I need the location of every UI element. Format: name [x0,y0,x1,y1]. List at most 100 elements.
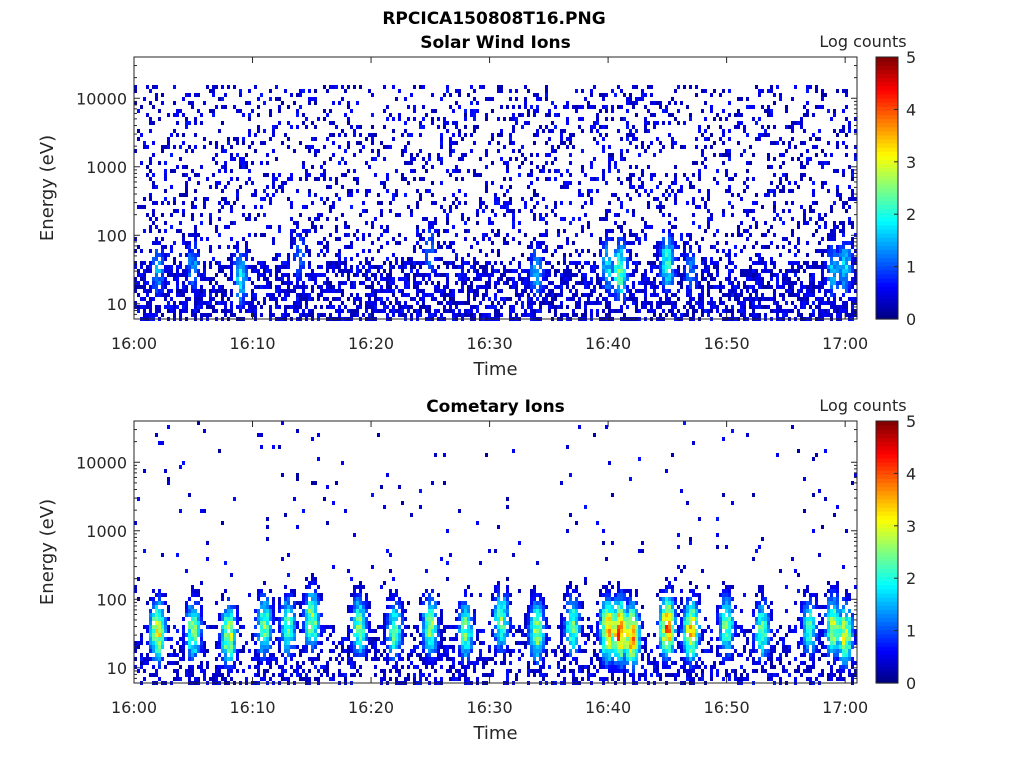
heatmap-cell [170,297,173,301]
heatmap-cell [197,629,200,633]
heatmap-cell [395,285,398,289]
heatmap-cell [665,109,668,113]
heatmap-cell [497,89,500,93]
heatmap-cell [689,85,692,89]
heatmap-cell [800,125,803,129]
heatmap-cell [644,305,647,309]
heatmap-cell [143,657,146,661]
heatmap-cell [527,257,530,261]
heatmap-cell [467,229,470,233]
heatmap-cell [617,197,620,201]
heatmap-cell [827,253,830,257]
heatmap-cell [593,253,596,257]
heatmap-cell [416,233,419,237]
heatmap-cell [173,277,176,281]
heatmap-cell [533,281,536,285]
heatmap-cell [539,293,542,297]
heatmap-cell [788,261,791,265]
heatmap-cell [374,157,377,161]
heatmap-cell [815,221,818,225]
heatmap-cell [236,609,239,613]
x-tick-label: 16:10 [229,334,275,353]
heatmap-cell [530,309,533,313]
heatmap-cell [398,289,401,293]
heatmap-cell [665,261,668,265]
heatmap-cell [710,105,713,109]
heatmap-cell [305,313,308,317]
heatmap-cell [554,297,557,301]
heatmap-cell [407,293,410,297]
heatmap-cell [167,113,170,117]
heatmap-cell [779,293,782,297]
heatmap-cell [845,309,848,313]
heatmap-cell [230,301,233,305]
heatmap-cell [632,301,635,305]
heatmap-cell [788,181,791,185]
heatmap-cell [173,257,176,261]
heatmap-cell [665,197,668,201]
heatmap-cell [716,269,719,273]
heatmap-cell [440,273,443,277]
colorbar-segment [876,147,898,152]
heatmap-cell [398,309,401,313]
heatmap-cell [137,269,140,273]
heatmap-cell [758,285,761,289]
heatmap-cell [659,101,662,105]
heatmap-cell [590,197,593,201]
heatmap-cell [206,661,209,665]
heatmap-cell [611,109,614,113]
heatmap-cell [596,117,599,121]
heatmap-cell [374,309,377,313]
heatmap-cell [236,261,239,265]
heatmap-cell [194,241,197,245]
heatmap-cell [314,229,317,233]
heatmap-cell [425,189,428,193]
heatmap-cell [680,313,683,317]
heatmap-cell [263,621,266,625]
heatmap-cell [233,649,236,653]
heatmap-cell [728,273,731,277]
heatmap-cell [815,305,818,309]
heatmap-cell [845,257,848,261]
heatmap-cell [554,313,557,317]
heatmap-cell [191,201,194,205]
heatmap-cell [182,309,185,313]
heatmap-cell [440,181,443,185]
heatmap-cell [302,261,305,265]
heatmap-cell [791,229,794,233]
heatmap-cell [605,245,608,249]
heatmap-cell [728,269,731,273]
heatmap-cell [458,89,461,93]
heatmap-cell [794,305,797,309]
heatmap-cell [422,305,425,309]
heatmap-cell [308,253,311,257]
heatmap-cell [566,285,569,289]
heatmap-cell [203,137,206,141]
heatmap-cell [260,197,263,201]
heatmap-cell [767,297,770,301]
heatmap-cell [749,225,752,229]
heatmap-cell [296,233,299,237]
heatmap-cell [713,305,716,309]
heatmap-cell [344,161,347,165]
heatmap-cell [509,133,512,137]
heatmap-cell [293,229,296,233]
heatmap-cell [653,285,656,289]
heatmap-cell [467,289,470,293]
heatmap-cell [488,285,491,289]
heatmap-cell [545,141,548,145]
heatmap-cell [155,309,158,313]
heatmap-cell [215,657,218,661]
heatmap-cell [854,313,857,317]
heatmap-cell [311,273,314,277]
heatmap-cell [368,233,371,237]
heatmap-cell [530,169,533,173]
heatmap-cell [155,649,158,653]
heatmap-cell [416,285,419,289]
heatmap-cell [650,177,653,181]
heatmap-cell [281,101,284,105]
heatmap-cell [620,137,623,141]
heatmap-cell [611,105,614,109]
heatmap-cell [380,285,383,289]
heatmap-cell [230,265,233,269]
